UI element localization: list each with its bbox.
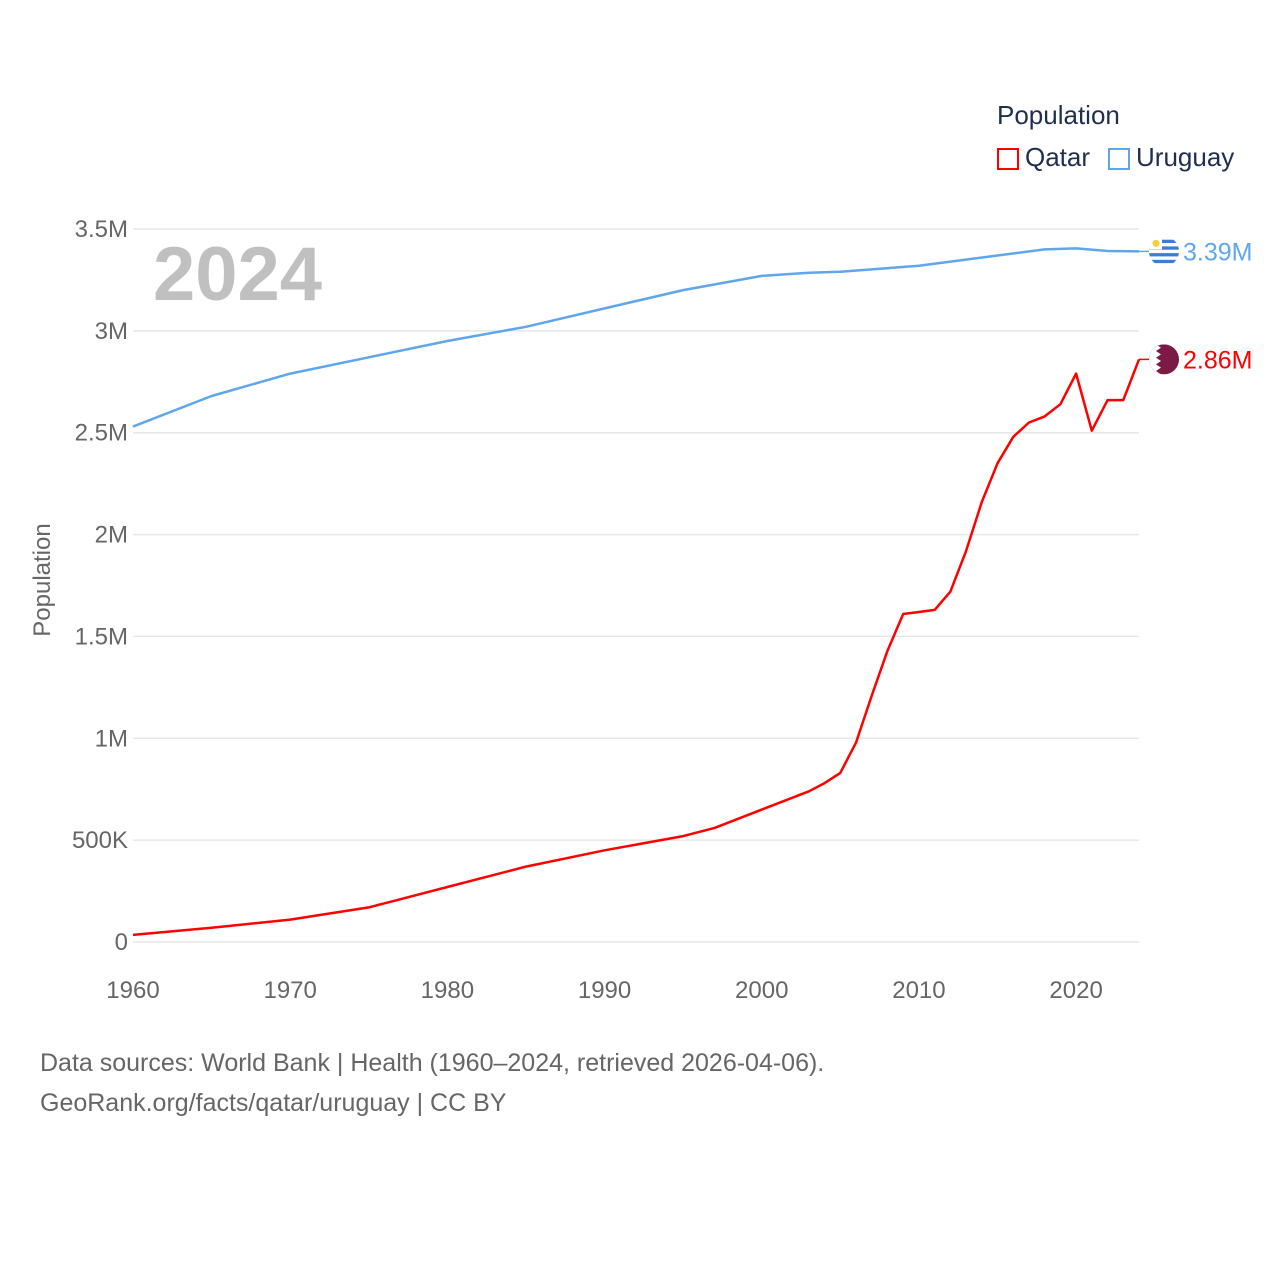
y-tick-label: 3.5M bbox=[75, 216, 128, 243]
legend: Qatar Uruguay bbox=[997, 142, 1234, 173]
series-line-uruguay bbox=[132, 247, 1140, 428]
year-label: 2024 bbox=[153, 232, 322, 317]
y-tick-label: 0 bbox=[115, 929, 128, 956]
y-tick-label: 1M bbox=[95, 725, 128, 752]
legend-label: Uruguay bbox=[1136, 142, 1235, 172]
legend-title: Population bbox=[997, 100, 1120, 130]
y-tick-label: 2M bbox=[95, 522, 128, 549]
x-tick-label: 2010 bbox=[892, 977, 945, 1004]
legend-label: Qatar bbox=[1025, 142, 1091, 172]
y-tick-label: 3M bbox=[95, 318, 128, 345]
y-tick-label: 2.5M bbox=[75, 420, 128, 447]
source-link[interactable]: GeoRank.org/facts/qatar/uruguay | CC BY bbox=[40, 1089, 507, 1117]
legend-swatch bbox=[1108, 148, 1131, 170]
qatar-flag-icon bbox=[1149, 344, 1179, 375]
x-tick-label: 1970 bbox=[263, 977, 316, 1004]
end-value-label: 2.86M bbox=[1183, 346, 1252, 374]
x-tick-label: 1990 bbox=[578, 977, 631, 1004]
end-value-label: 3.39M bbox=[1183, 238, 1252, 266]
footer: Data sources: World Bank | Health (1960–… bbox=[40, 1043, 824, 1123]
legend-item-qatar[interactable]: Qatar bbox=[997, 142, 1090, 173]
x-tick-label: 2000 bbox=[735, 977, 788, 1004]
x-tick-label: 1960 bbox=[106, 977, 159, 1004]
y-axis-label: Population bbox=[29, 523, 56, 636]
y-tick-label: 500K bbox=[72, 827, 128, 854]
series-line-qatar bbox=[132, 358, 1141, 937]
y-tick-label: 1.5M bbox=[75, 623, 128, 650]
legend-swatch bbox=[997, 148, 1019, 170]
data-source: Data sources: World Bank | Health (1960–… bbox=[40, 1049, 825, 1077]
x-tick-label: 2020 bbox=[1049, 977, 1102, 1004]
legend-item-uruguay[interactable]: Uruguay bbox=[1108, 142, 1234, 173]
x-tick-label: 1980 bbox=[421, 977, 474, 1004]
uruguay-flag-icon bbox=[1149, 236, 1179, 267]
